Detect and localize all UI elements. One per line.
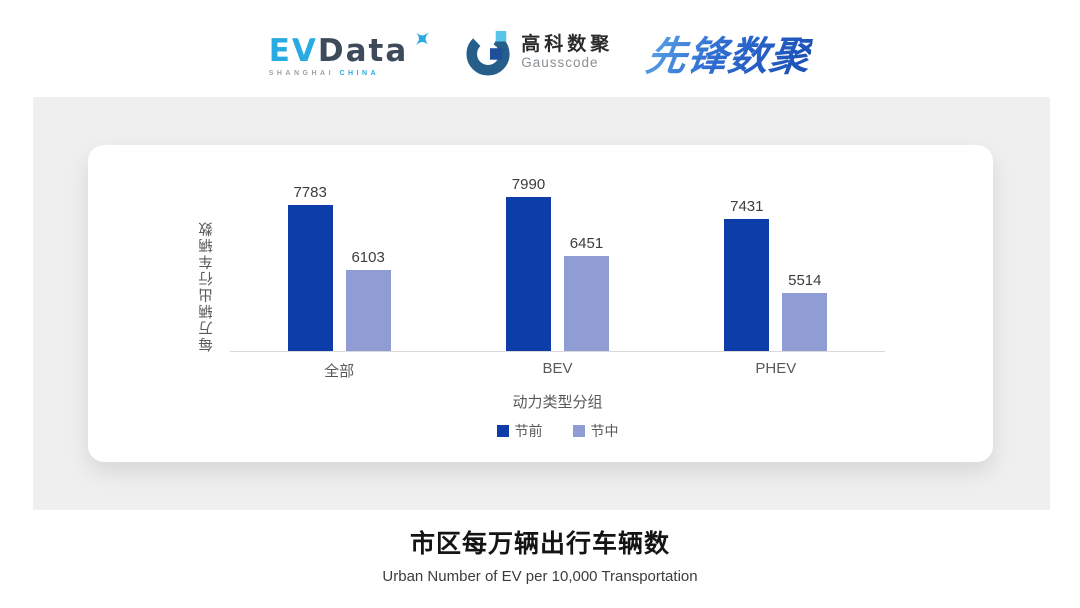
- bar-group-BEV: 7990 6451: [448, 145, 666, 351]
- value-label: 6451: [569, 235, 604, 252]
- gausscode-logo: 高科数聚 Gausscode: [466, 30, 613, 76]
- chart-panel: 每万辆出行车辆数 7783 6103 7990 6451 7431 5514 全部 BEV P…: [33, 97, 1050, 510]
- gausscode-cn-text: 高科数聚: [521, 34, 614, 56]
- chart-subtitle: Urban Number of EV per 10,000 Transporta…: [382, 568, 698, 585]
- pioneer-logo: 先锋数聚: [643, 24, 815, 82]
- legend: 节前 节中: [230, 421, 885, 441]
- x-axis-category-row: 全部 BEV PHEV: [230, 360, 885, 381]
- bar-节中-BEV: [563, 256, 609, 351]
- gausscode-en-text: Gausscode: [521, 55, 599, 71]
- legend-label: 节中: [590, 423, 619, 439]
- bar-wrap: 6103: [345, 249, 391, 351]
- value-label: 7990: [511, 176, 546, 193]
- category-label: PHEV: [755, 360, 797, 377]
- evdata-shanghai-text: SHANGHAI: [268, 70, 335, 77]
- bar-wrap: 7431: [724, 198, 770, 351]
- category-label: 全部: [324, 363, 355, 380]
- bar-wrap: 7783: [287, 184, 333, 351]
- legend-swatch-icon: [572, 425, 585, 437]
- bar-节前-全部: [287, 205, 333, 351]
- bar-group-全部: 7783 6103: [230, 145, 448, 351]
- evdata-data-text: Data: [317, 33, 409, 69]
- bar-group-PHEV: 7431 5514: [667, 145, 885, 351]
- bar-wrap: 7990: [505, 176, 551, 351]
- sparkle-x-icon: [416, 32, 430, 46]
- evdata-tagline: SHANGHAI CHINA: [269, 70, 433, 77]
- legend-item-节中: 节中: [572, 421, 619, 441]
- x-axis-title: 动力类型分组: [512, 394, 603, 411]
- chart-card: 每万辆出行车辆数 7783 6103 7990 6451 7431 5514 全部 BEV P…: [88, 145, 993, 462]
- bar-节前-BEV: [505, 197, 551, 351]
- value-label: 6103: [351, 249, 385, 266]
- legend-label: 节前: [514, 423, 543, 439]
- evdata-logo: EV Data SHANGHAI CHINA: [269, 29, 433, 77]
- evdata-ev-text: EV: [268, 33, 318, 69]
- chart-title: 市区每万辆出行车辆数: [409, 530, 670, 558]
- gausscode-wordmark: 高科数聚 Gausscode: [521, 34, 614, 71]
- value-label: 5514: [788, 272, 822, 289]
- caption-block: 市区每万辆出行车辆数 Urban Number of EV per 10,000…: [0, 524, 1080, 585]
- bar-节前-PHEV: [724, 219, 770, 351]
- bar-节中-PHEV: [782, 293, 828, 351]
- value-label: 7783: [293, 184, 327, 201]
- category-label: BEV: [542, 360, 573, 377]
- legend-item-节前: 节前: [496, 421, 543, 441]
- bar-wrap: 5514: [782, 272, 828, 351]
- evdata-china-text: CHINA: [339, 70, 380, 77]
- plot-area: 7783 6103 7990 6451 7431 5514: [230, 145, 885, 352]
- legend-swatch-icon: [496, 425, 509, 437]
- gausscode-g-icon: [466, 30, 510, 76]
- evdata-wordmark: EV Data: [269, 29, 433, 67]
- bar-节中-全部: [345, 270, 391, 351]
- y-axis-label: 每万辆出行车辆数: [199, 220, 215, 352]
- bar-wrap: 6451: [563, 235, 609, 351]
- value-label: 7431: [730, 198, 764, 215]
- header-logos: EV Data SHANGHAI CHINA 高科数聚 Gausscod: [0, 16, 1080, 90]
